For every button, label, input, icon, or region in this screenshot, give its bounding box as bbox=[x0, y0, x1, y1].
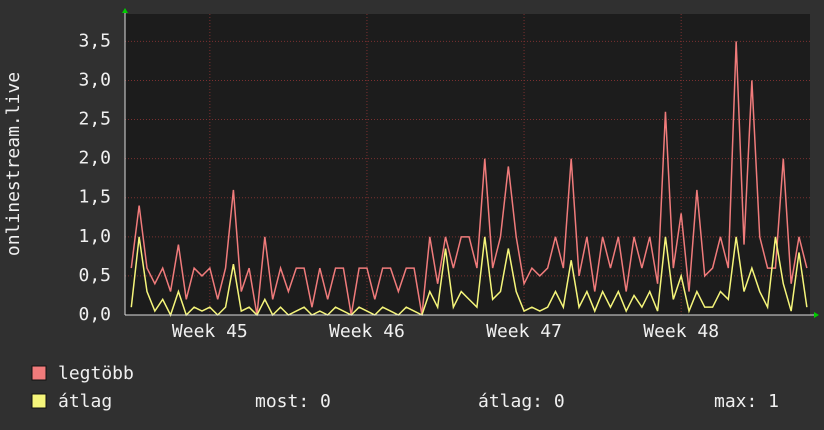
series-line bbox=[130, 41, 808, 316]
x-tick-label: Week 46 bbox=[329, 321, 405, 342]
axis-arrow bbox=[122, 8, 128, 13]
x-tick-label: Week 47 bbox=[486, 321, 562, 342]
x-tick-label: Week 48 bbox=[643, 321, 719, 342]
y-tick-label: 0,5 bbox=[78, 265, 111, 286]
y-tick-label: 3,0 bbox=[78, 69, 111, 90]
y-tick-label: 2,5 bbox=[78, 109, 111, 130]
stat-text: most: 0 bbox=[255, 391, 331, 412]
y-tick-label: 1,5 bbox=[78, 187, 111, 208]
legend-label: legtöbb bbox=[58, 363, 134, 384]
y-tick-label: 2,0 bbox=[78, 148, 111, 169]
x-tick-label: Week 45 bbox=[172, 321, 248, 342]
y-tick-label: 1,0 bbox=[78, 226, 111, 247]
legend-swatch bbox=[31, 365, 47, 381]
y-tick-label: 0,0 bbox=[78, 304, 111, 325]
series-line bbox=[130, 236, 808, 317]
stat-text: átlag: 0 bbox=[478, 391, 565, 412]
legend-swatch bbox=[31, 393, 47, 409]
y-tick-label: 3,5 bbox=[78, 30, 111, 51]
y-axis-label: onlinestream.live bbox=[3, 72, 24, 256]
legend-label: átlag bbox=[58, 391, 112, 412]
axis-arrow bbox=[814, 312, 819, 318]
stat-text: max: 1 bbox=[714, 391, 779, 412]
plot-area bbox=[125, 14, 810, 315]
